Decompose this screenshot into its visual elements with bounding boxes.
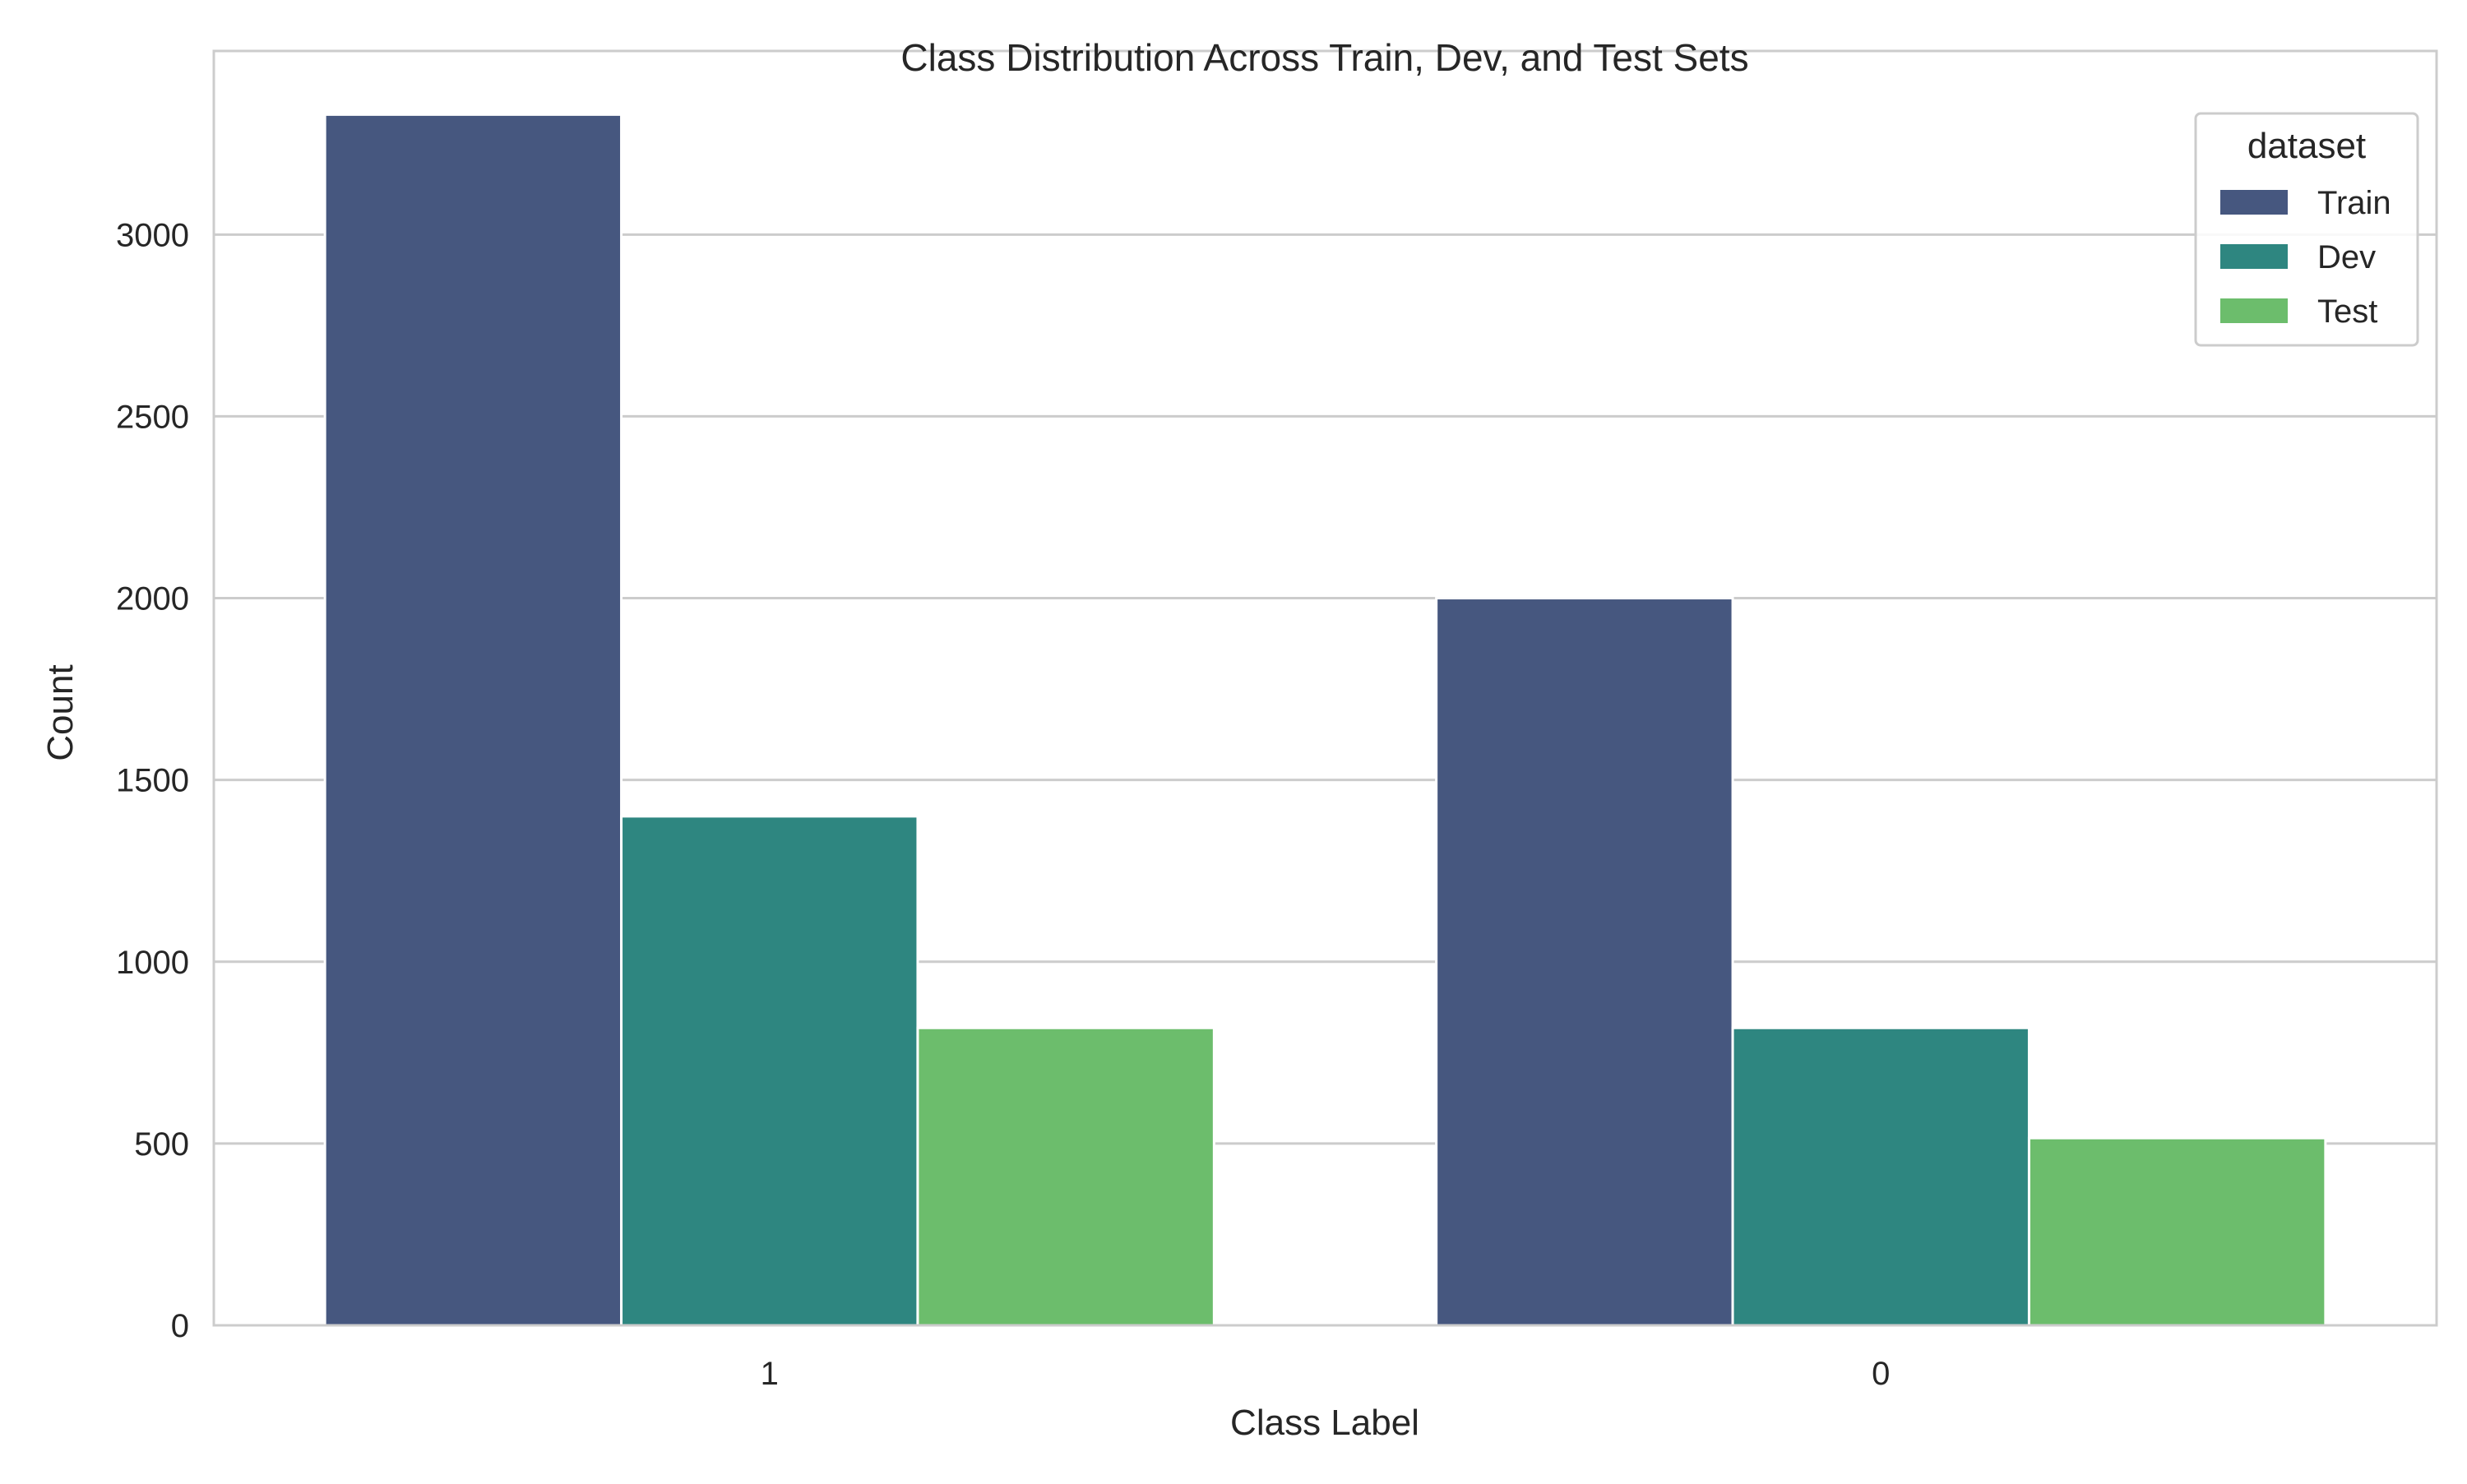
legend-label-dev: Dev bbox=[2317, 239, 2376, 275]
y-tick-label: 500 bbox=[134, 1126, 189, 1163]
y-tick-label: 1500 bbox=[116, 763, 189, 799]
legend-swatch-train bbox=[2220, 190, 2288, 215]
y-tick-label: 1000 bbox=[116, 945, 189, 981]
legend-swatch-test bbox=[2220, 298, 2288, 323]
bar-train-class-1 bbox=[323, 113, 623, 1327]
plot-frame bbox=[212, 49, 2438, 1327]
x-tick-label: 1 bbox=[761, 1356, 779, 1392]
legend-frame bbox=[2194, 112, 2419, 347]
x-axis-label: Class Label bbox=[1230, 1403, 1419, 1443]
chart-title: Class Distribution Across Train, Dev, an… bbox=[900, 36, 1748, 79]
legend-items: Train Dev Test bbox=[2220, 185, 2391, 330]
bar-test-class-1 bbox=[916, 1026, 1215, 1327]
y-tick-label: 3000 bbox=[116, 217, 189, 253]
bar-train-class-0 bbox=[1435, 597, 1734, 1327]
legend-title: dataset bbox=[2247, 126, 2366, 166]
legend-label-test: Test bbox=[2317, 294, 2377, 330]
y-tick-label: 0 bbox=[171, 1308, 189, 1344]
legend-label-train: Train bbox=[2317, 185, 2391, 221]
y-tick-label: 2500 bbox=[116, 399, 189, 435]
y-tick-label: 2000 bbox=[116, 581, 189, 617]
legend: dataset Train Dev Test bbox=[2194, 112, 2419, 347]
x-tick-label: 0 bbox=[1872, 1356, 1890, 1392]
bar-dev-class-1 bbox=[620, 815, 919, 1327]
y-tick-labels: 0 500 1000 1500 2000 2500 3000 bbox=[116, 217, 189, 1344]
y-axis-label: Count bbox=[40, 664, 81, 760]
bar-dev-class-0 bbox=[1731, 1026, 2030, 1327]
legend-swatch-dev bbox=[2220, 244, 2288, 269]
bar-test-class-0 bbox=[2027, 1136, 2327, 1327]
